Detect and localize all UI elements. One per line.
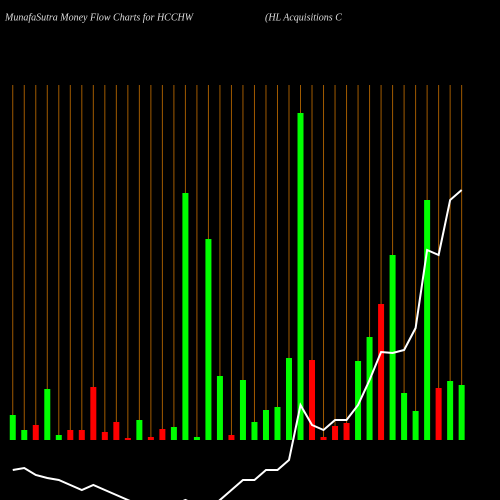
bar bbox=[309, 360, 316, 440]
chart-title: MunafaSutra Money Flow Charts for HCCHW bbox=[4, 12, 195, 23]
bar bbox=[343, 423, 350, 440]
bar bbox=[320, 437, 327, 440]
bar bbox=[424, 200, 431, 440]
bar bbox=[170, 427, 177, 440]
bar bbox=[9, 415, 16, 440]
bar bbox=[355, 361, 362, 440]
bar bbox=[193, 437, 200, 440]
bar bbox=[113, 422, 120, 440]
bar bbox=[205, 239, 212, 440]
bar bbox=[447, 381, 454, 440]
bar bbox=[136, 420, 143, 440]
bar bbox=[78, 430, 85, 440]
bar bbox=[182, 193, 189, 440]
bar bbox=[90, 387, 97, 440]
bar bbox=[435, 388, 442, 440]
bar bbox=[262, 410, 269, 440]
money-flow-line bbox=[12, 189, 463, 500]
bar bbox=[285, 358, 292, 440]
bar bbox=[101, 432, 108, 440]
bar bbox=[401, 393, 408, 440]
chart-subtitle: (HL Acquisitions C bbox=[265, 12, 342, 23]
bar bbox=[21, 430, 28, 440]
bar bbox=[239, 380, 246, 440]
bar bbox=[228, 435, 235, 440]
bar bbox=[32, 425, 39, 440]
bar bbox=[458, 385, 465, 440]
bar bbox=[274, 407, 281, 440]
bar bbox=[147, 437, 154, 440]
bar bbox=[378, 304, 385, 440]
bar bbox=[44, 389, 51, 440]
bar bbox=[389, 255, 396, 440]
bar bbox=[216, 376, 223, 440]
bar bbox=[124, 438, 131, 440]
bar bbox=[366, 337, 373, 440]
bar bbox=[251, 422, 258, 440]
bar bbox=[297, 113, 304, 440]
bar bbox=[332, 426, 339, 440]
bar bbox=[67, 430, 74, 440]
bar bbox=[159, 429, 166, 440]
bar bbox=[412, 411, 419, 440]
bar bbox=[55, 435, 62, 440]
